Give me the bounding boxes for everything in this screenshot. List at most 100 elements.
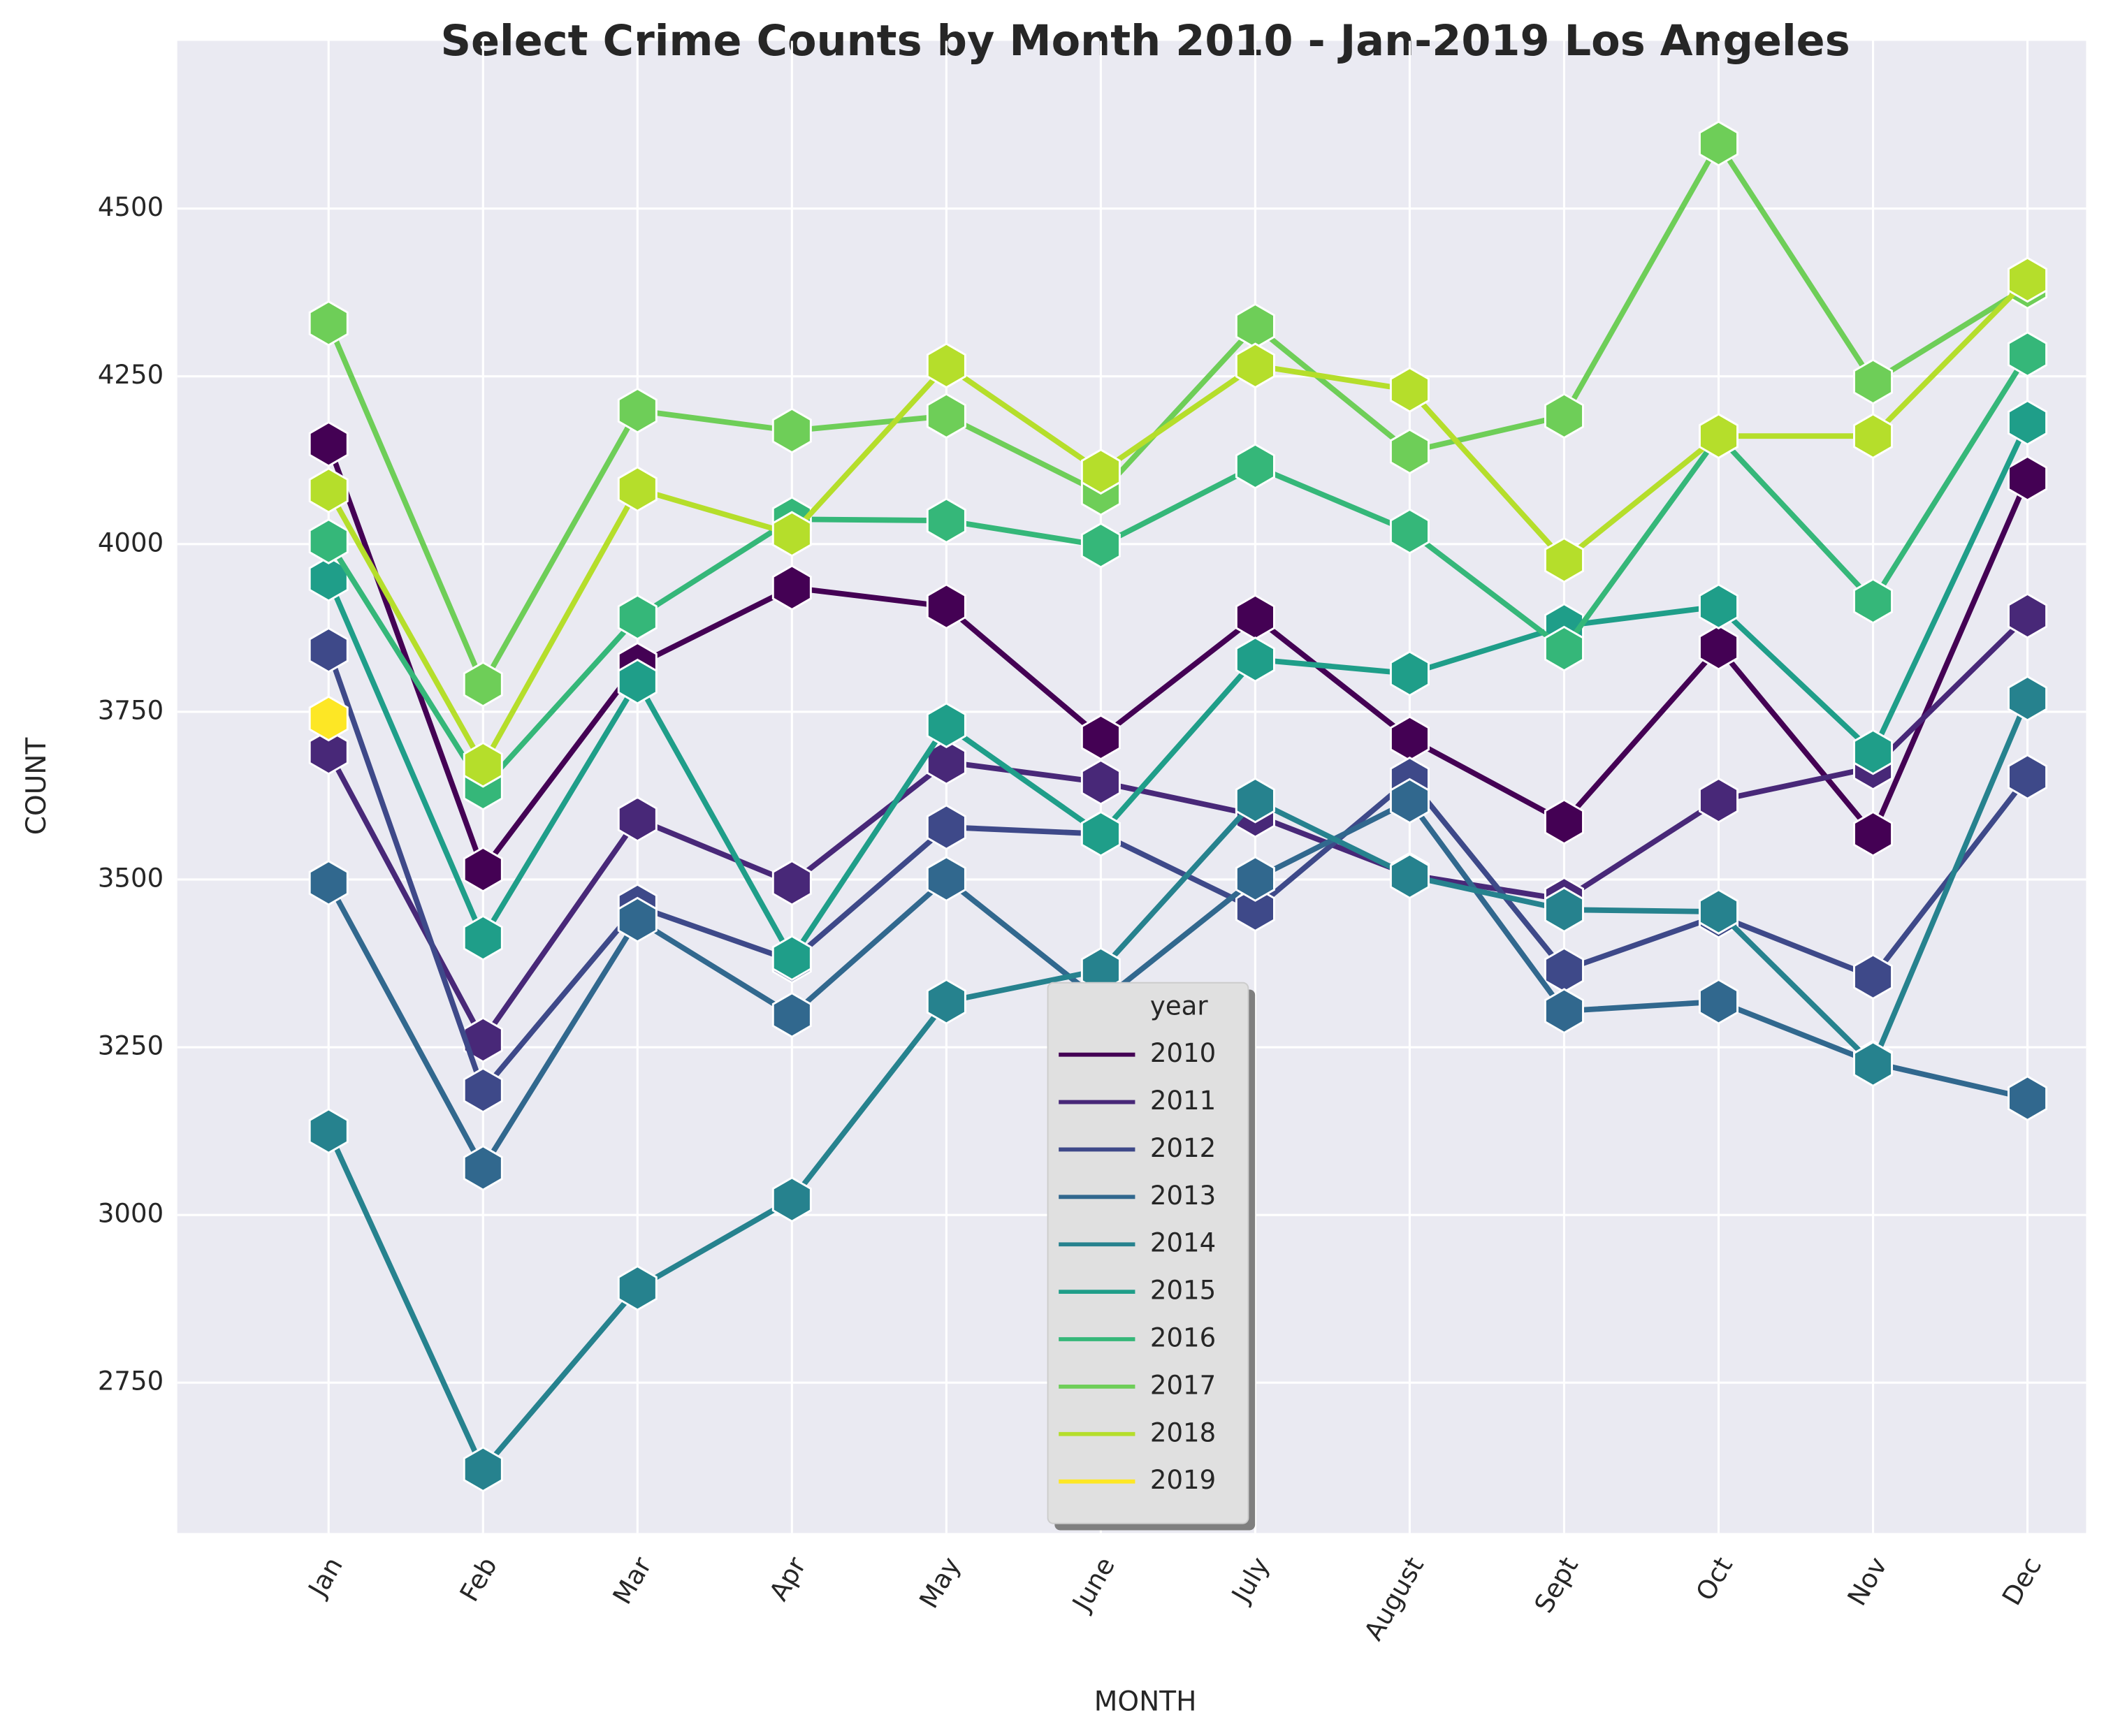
data-point: [1389, 715, 1430, 762]
data-point: [308, 859, 349, 906]
legend-label: 2018: [1150, 1417, 1216, 1447]
data-point: [463, 914, 503, 961]
data-point: [463, 846, 503, 893]
data-point: [1080, 714, 1121, 761]
legend-label: 2017: [1150, 1370, 1216, 1400]
x-axis-label: MONTH: [1094, 1686, 1197, 1718]
data-point: [617, 466, 658, 512]
y-tick-label: 2750: [98, 1366, 164, 1396]
x-tick-label: August: [1358, 1552, 1430, 1646]
legend-label: 2011: [1150, 1086, 1216, 1116]
data-point: [771, 511, 812, 557]
data-point: [2008, 331, 2048, 377]
data-point: [1853, 1041, 1894, 1087]
data-point: [1080, 522, 1121, 569]
data-point: [1544, 625, 1584, 672]
x-tick-label: May: [913, 1552, 966, 1614]
data-point: [308, 300, 349, 347]
data-point: [1699, 978, 1739, 1025]
data-point: [463, 1067, 503, 1114]
data-point: [1389, 778, 1430, 824]
data-point: [463, 661, 503, 708]
series-line: [326, 798, 2028, 1171]
data-point: [1235, 594, 1275, 641]
series-line: [326, 352, 2030, 791]
x-tick-label: Apr: [764, 1552, 813, 1606]
data-point: [771, 407, 812, 454]
y-tick-label: 4500: [98, 192, 164, 222]
series-line: [326, 140, 2029, 687]
x-tick-label: Nov: [1842, 1552, 1893, 1611]
series-line: [326, 613, 2030, 1043]
data-point: [771, 992, 812, 1038]
y-tick-label: 3000: [98, 1199, 164, 1229]
data-point: [926, 497, 966, 544]
data-point: [1853, 413, 1894, 460]
data-point: [308, 1108, 349, 1155]
data-point: [2008, 1075, 2048, 1121]
data-point: [1235, 443, 1275, 490]
data-point: [771, 935, 812, 982]
data-point: [617, 658, 658, 705]
series-line: [326, 649, 2030, 1093]
data-point: [1699, 120, 1739, 167]
data-point: [1699, 583, 1739, 630]
data-point: [2008, 256, 2048, 303]
x-tick-label: June: [1066, 1552, 1121, 1617]
data-point: [463, 1446, 503, 1493]
data-point: [1544, 798, 1584, 845]
data-point: [1544, 988, 1584, 1035]
data-point: [1853, 578, 1894, 625]
legend-label: 2012: [1150, 1133, 1216, 1163]
data-point: [1853, 358, 1894, 405]
y-tick-label: 3500: [98, 863, 164, 893]
legend-label: 2014: [1150, 1228, 1216, 1258]
data-point: [771, 564, 812, 611]
data-point: [1389, 367, 1430, 413]
data-point: [308, 695, 349, 742]
data-point: [617, 594, 658, 641]
y-tick-label: 4000: [98, 527, 164, 557]
legend-title: year: [1150, 991, 1208, 1021]
data-point: [1080, 759, 1121, 805]
data-point: [1235, 777, 1275, 824]
data-point: [1699, 777, 1739, 824]
legend-label: 2010: [1150, 1038, 1216, 1068]
data-point: [308, 421, 349, 467]
data-point: [771, 859, 812, 906]
data-point: [1235, 886, 1275, 933]
series-line: [326, 443, 2031, 873]
data-point: [617, 1264, 658, 1311]
data-point: [2008, 455, 2048, 502]
data-point: [463, 1145, 503, 1191]
series-line: [326, 697, 2031, 1473]
data-point: [2008, 675, 2048, 722]
data-point: [1235, 342, 1275, 389]
x-tick-label: Oct: [1690, 1552, 1738, 1606]
data-point: [926, 583, 966, 630]
data-point: [1853, 954, 1894, 1000]
data-point: [1080, 448, 1121, 495]
x-tick-label: Dec: [1996, 1552, 2047, 1611]
data-point: [617, 796, 658, 843]
x-tick-label: Jan: [302, 1552, 349, 1603]
data-point: [617, 387, 658, 434]
series-line: [326, 421, 2031, 961]
legend: year 2010 2011 2012 2013 2014 2015 2016 2017 2018…: [1047, 982, 1256, 1531]
data-point: [771, 1176, 812, 1223]
data-point: [308, 627, 349, 673]
data-point: [1544, 887, 1584, 933]
data-point: [1544, 393, 1584, 439]
y-axis-label: COUNT: [21, 738, 52, 836]
data-point: [2008, 754, 2048, 800]
data-point: [1544, 537, 1584, 583]
data-point: [1853, 729, 1894, 775]
data-point: [1389, 428, 1430, 475]
data-point: [1235, 856, 1275, 902]
legend-label: 2015: [1150, 1276, 1216, 1306]
y-tick-label: 3250: [98, 1031, 164, 1061]
data-point: [926, 804, 966, 850]
data-point: [1080, 810, 1121, 857]
